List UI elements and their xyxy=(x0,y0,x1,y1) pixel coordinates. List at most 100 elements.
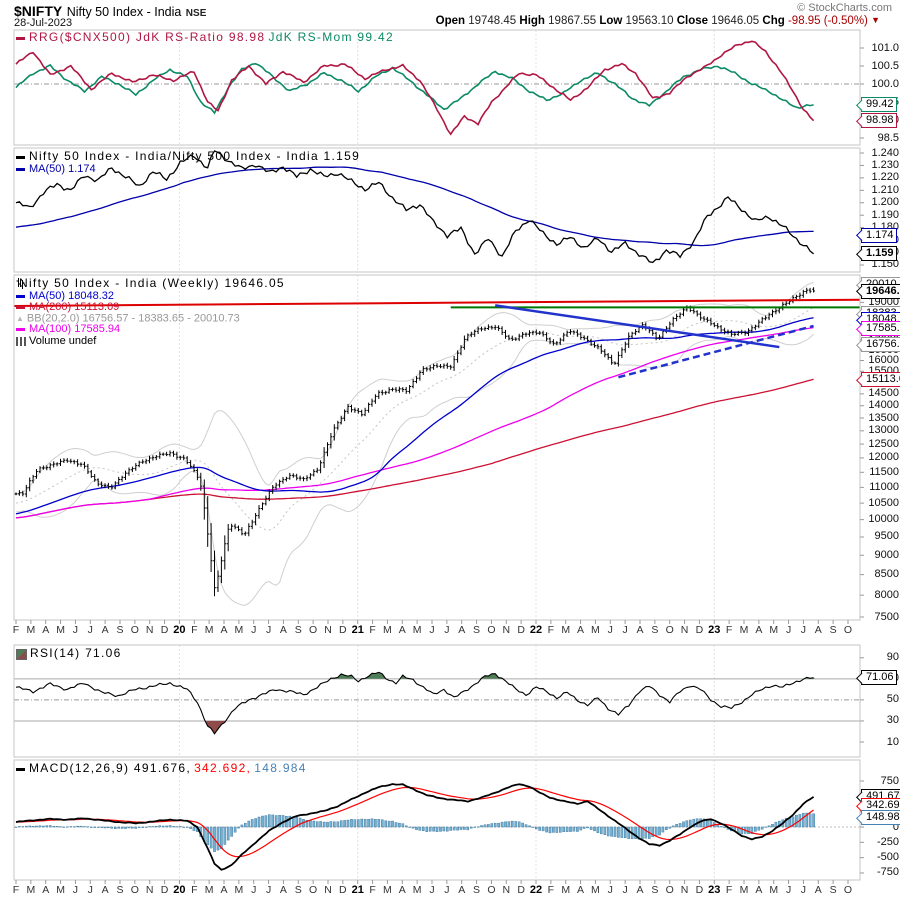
x-axis-month-label: O xyxy=(309,884,318,896)
price-panel-border xyxy=(13,274,861,621)
x-axis-month-label: S xyxy=(294,884,302,896)
axis-badge: 17585.94 xyxy=(861,321,900,337)
x-axis-month-label: N xyxy=(680,624,689,636)
open-label: Open xyxy=(435,15,466,27)
x-axis-month-label: M xyxy=(234,884,244,896)
ma50-line-icon xyxy=(16,294,25,298)
x-axis-month-label: M xyxy=(412,884,422,896)
chart-date: 28-Jul-2023 xyxy=(14,17,73,29)
x-axis-month-label: M xyxy=(591,624,600,636)
x-axis-month-label: J xyxy=(87,884,93,896)
x-axis-year-label: 22 xyxy=(529,884,543,896)
x-axis-month-label: J xyxy=(607,884,613,896)
bb-label: BB(20,2.0) 16756.57 - 18383.65 - 20010.7… xyxy=(26,312,240,325)
x-axis-month-label: S xyxy=(116,624,124,636)
ratio-ma-legend: MA(50) 1.174 xyxy=(16,164,96,175)
y-tick-label: 10000 xyxy=(868,513,899,526)
x-axis-month-label: A xyxy=(577,884,585,896)
x-axis-month-label: A xyxy=(755,624,763,636)
symbol-name: Nifty 50 Index - India xyxy=(66,5,182,19)
x-axis-month-label: J xyxy=(444,884,450,896)
x-axis-month-label: A xyxy=(42,624,50,636)
x-axis-month-label: M xyxy=(383,624,392,636)
x-axis-month-label: J xyxy=(72,884,79,896)
x-axis-month-label: S xyxy=(473,624,481,636)
y-tick-label: -500 xyxy=(876,851,899,864)
x-axis-year-label: 20 xyxy=(173,884,186,896)
x-axis-month-label: A xyxy=(398,884,406,896)
downtrend-blue-line xyxy=(495,304,780,349)
x-axis-month-label: D xyxy=(339,884,347,896)
x-axis-month-label: N xyxy=(145,624,154,636)
y-tick-label: 8500 xyxy=(874,568,899,581)
x-axis-month-label: A xyxy=(279,884,287,896)
y-tick-label: -250 xyxy=(876,835,899,848)
x-axis-month-label: J xyxy=(800,624,807,636)
x-axis-month-label: J xyxy=(785,884,792,896)
x-axis-month-label: A xyxy=(755,884,763,896)
x-axis-month-label: J xyxy=(87,624,93,636)
bollinger-bands-icon: ▲ xyxy=(16,314,24,323)
y-tick-label: 0 xyxy=(892,820,899,833)
x-axis-month-label: S xyxy=(651,884,659,896)
x-axis-month-label: F xyxy=(725,884,733,896)
y-tick-label: 100.5 xyxy=(871,59,899,72)
y-tick-label: 90 xyxy=(886,651,899,664)
x-axis-month-label: N xyxy=(324,884,332,896)
axis-badge: 71.06 xyxy=(861,670,897,686)
x-axis-month-label: J xyxy=(607,624,613,636)
y-tick-label: 10500 xyxy=(868,496,899,509)
rrg-line-icon xyxy=(16,36,25,40)
axis-badge: 99.42 xyxy=(861,97,897,113)
x-axis-month-label: M xyxy=(739,624,749,636)
y-tick-label: 1.220 xyxy=(871,171,899,184)
macd-line-icon xyxy=(16,767,25,771)
ma200-label: MA(200) 15113.09 xyxy=(29,301,120,313)
y-tick-label: 101.0 xyxy=(871,41,899,54)
rrg-panel-border xyxy=(13,29,861,146)
rsi-panel-plot xyxy=(14,645,860,757)
x-axis-month-label: M xyxy=(591,884,600,896)
y-tick-label: 16000 xyxy=(868,354,899,367)
x-axis-month-label: D xyxy=(339,624,347,636)
low-value: 19563.10 xyxy=(625,15,674,27)
macd-legend-hist: 148.984 xyxy=(254,761,307,775)
down-arrow-icon: ▼ xyxy=(871,15,880,25)
ma200-line-icon xyxy=(16,305,25,309)
axis-badge: 15113.09 xyxy=(861,372,900,388)
x-axis-year-label: 23 xyxy=(708,884,721,896)
x-axis-month-label: O xyxy=(130,884,139,896)
ma200-legend: MA(200) 15113.09 xyxy=(16,302,119,313)
x-axis-month-label: M xyxy=(739,884,749,896)
x-axis-month-label: S xyxy=(651,624,659,636)
low-label: Low xyxy=(599,15,623,27)
x-axis-year-label: 21 xyxy=(351,884,364,896)
symbol: $NIFTY xyxy=(14,3,63,19)
y-tick-label: 98.5 xyxy=(877,131,899,144)
x-axis-month-label: A xyxy=(279,624,287,636)
y-tick-label: 7500 xyxy=(874,610,899,623)
x-axis-month-label: M xyxy=(561,884,571,896)
ratio-ma-label: MA(50) 1.174 xyxy=(29,163,96,175)
axis-badge: 1.174 xyxy=(861,227,897,243)
x-axis-month-label: D xyxy=(695,884,704,896)
x-axis-month-label: D xyxy=(517,624,525,636)
y-tick-label: 1.230 xyxy=(871,158,899,171)
ma100-legend: MA(100) 17585.94 xyxy=(16,324,120,335)
copyright: © StockCharts.com xyxy=(797,2,892,14)
x-axis-month-label: N xyxy=(145,884,154,896)
quote-line: Open 19748.45 High 19867.55 Low 19563.10… xyxy=(436,15,880,27)
y-tick-label: 8000 xyxy=(874,588,899,601)
x-axis-month-label: F xyxy=(12,624,20,636)
open-value: 19748.45 xyxy=(468,15,517,27)
y-tick-label: 50 xyxy=(886,693,899,706)
ratio-ma-line-icon xyxy=(16,167,25,171)
close-value: 19646.05 xyxy=(711,15,760,27)
y-tick-label: 1.210 xyxy=(871,183,899,196)
price-panel-plot xyxy=(14,275,860,620)
y-tick-label: 1.240 xyxy=(871,146,899,159)
x-axis-month-label: N xyxy=(680,884,689,896)
ratio-panel-border xyxy=(13,147,861,273)
x-axis-month-label: D xyxy=(160,624,169,636)
x-axis-month-label: S xyxy=(829,624,837,636)
